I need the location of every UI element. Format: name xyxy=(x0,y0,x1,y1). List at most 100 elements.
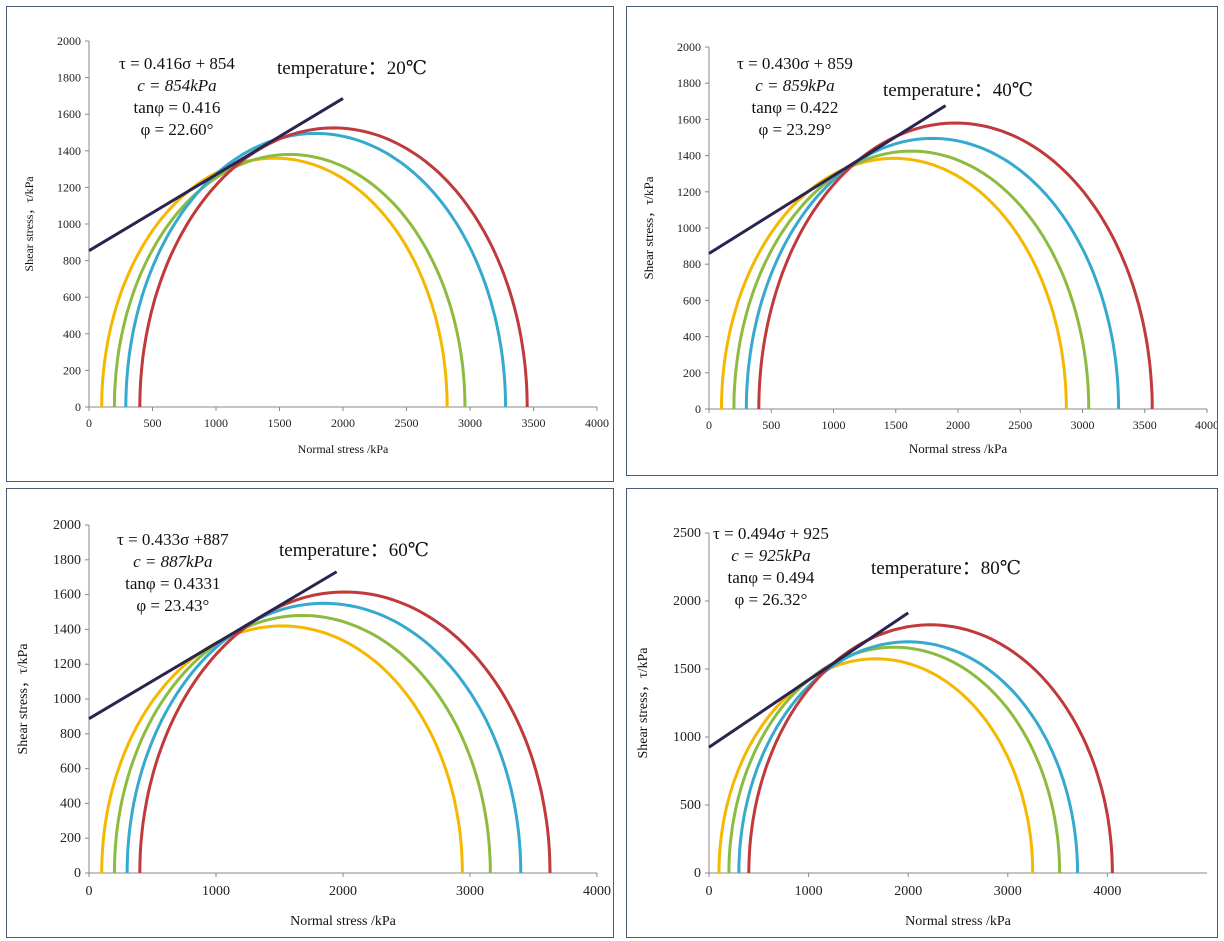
mohr-chart-80c: 0 500 1000 1500 2000 2500 0 1000 2000 3000 4000 Nor… xyxy=(636,526,1207,929)
x-tick-label: 2500 xyxy=(395,416,419,430)
x-tick-label: 2000 xyxy=(329,884,357,899)
equation-block-80c: τ = 0.494σ + 925 c = 925kPa tanφ = 0.494… xyxy=(713,523,829,611)
x-tick-label: 3000 xyxy=(1071,418,1095,432)
phi-line: φ = 23.43° xyxy=(136,596,210,615)
equation-block-40c: τ = 0.430σ + 859 c = 859kPa tanφ = 0.422… xyxy=(737,53,853,141)
cohesion-line: c = 887kPa xyxy=(133,552,213,571)
y-tick-label: 1800 xyxy=(53,553,81,568)
y-tick-label: 600 xyxy=(683,293,701,307)
mohr-circle xyxy=(100,624,464,874)
x-tick-label: 3000 xyxy=(456,884,484,899)
y-tick-label: 1800 xyxy=(677,76,701,90)
equation-line: τ = 0.416σ + 854 xyxy=(119,54,235,73)
y-tick-label: 400 xyxy=(63,327,81,341)
x-tick-label: 3500 xyxy=(1133,418,1157,432)
y-tick-label: 1200 xyxy=(57,180,81,194)
temperature-label-40c: temperature：40℃ xyxy=(883,80,1033,101)
x-axis-label: Normal stress /kPa xyxy=(905,914,1012,929)
failure-envelope-line xyxy=(708,611,910,749)
cohesion-line: c = 859kPa xyxy=(755,76,835,95)
mohr-circle xyxy=(112,153,467,408)
mohr-circle xyxy=(138,126,529,408)
y-tick-label: 1800 xyxy=(57,71,81,85)
mohr-circle xyxy=(125,601,523,874)
x-tick-label: 4000 xyxy=(585,416,609,430)
x-tick-label: 3000 xyxy=(994,884,1022,899)
mohr-circle xyxy=(124,131,508,408)
x-tick-label: 2000 xyxy=(894,884,922,899)
tan-phi-line: tanφ = 0.4331 xyxy=(125,574,221,593)
y-tick-label: 800 xyxy=(60,727,81,742)
y-tick-label: 2000 xyxy=(673,594,701,609)
y-tick-label: 800 xyxy=(683,257,701,271)
tan-phi-line: tanφ = 0.422 xyxy=(751,98,839,117)
x-tick-label: 1000 xyxy=(202,884,230,899)
x-tick-label: 500 xyxy=(762,418,780,432)
failure-envelope-line xyxy=(708,104,947,255)
cohesion-line: c = 925kPa xyxy=(731,546,811,565)
x-tick-label: 4000 xyxy=(1195,418,1218,432)
y-axis-label: Shear stress，τ/kPa xyxy=(636,647,651,759)
mohr-circle xyxy=(717,657,1035,874)
x-tick-label: 1500 xyxy=(884,418,908,432)
x-tick-label: 4000 xyxy=(1093,884,1121,899)
x-tick-label: 1000 xyxy=(822,418,846,432)
chart-panel-40c: 0 200 400 600 800 1000 1200 1400 1600 1800 2000 0 50… xyxy=(626,6,1218,476)
x-tick-label: 1000 xyxy=(795,884,823,899)
x-axis-label: Normal stress /kPa xyxy=(290,914,397,929)
y-tick-label: 0 xyxy=(74,866,81,881)
phi-line: φ = 22.60° xyxy=(140,120,214,139)
equation-block-60c: τ = 0.433σ +887 c = 887kPa tanφ = 0.4331… xyxy=(117,529,229,617)
y-tick-label: 2000 xyxy=(53,518,81,533)
chart-panel-60c: 0 200 400 600 800 1000 1200 1400 1600 1800 2000 0 10… xyxy=(6,488,614,938)
y-axis-label: Shear stress，τ/kPa xyxy=(22,176,36,272)
mohr-circle xyxy=(732,149,1091,410)
y-tick-label: 1600 xyxy=(53,588,81,603)
x-tick-label: 2000 xyxy=(331,416,355,430)
mohr-circle xyxy=(720,156,1068,409)
equation-line: τ = 0.430σ + 859 xyxy=(737,54,853,73)
y-tick-label: 400 xyxy=(60,796,81,811)
y-tick-label: 2000 xyxy=(57,34,81,48)
temperature-label-60c: temperature：60℃ xyxy=(279,540,429,561)
y-tick-label: 800 xyxy=(63,254,81,268)
y-tick-label: 0 xyxy=(694,866,701,881)
mohr-chart-60c: 0 200 400 600 800 1000 1200 1400 1600 1800 2000 0 10… xyxy=(16,518,611,929)
y-tick-label: 1200 xyxy=(53,657,81,672)
y-tick-label: 1000 xyxy=(673,730,701,745)
temperature-label-80c: temperature：80℃ xyxy=(871,558,1021,579)
x-tick-label: 0 xyxy=(86,884,93,899)
x-tick-label: 1500 xyxy=(268,416,292,430)
y-tick-label: 2500 xyxy=(673,526,701,541)
temperature-label-20c: temperature：20℃ xyxy=(277,58,427,79)
mohr-chart-20c: 0 200 400 600 800 1000 1200 1400 1600 1800 2000 0 50… xyxy=(22,34,609,456)
y-tick-label: 200 xyxy=(63,363,81,377)
tan-phi-line: tanφ = 0.416 xyxy=(133,98,221,117)
y-tick-label: 200 xyxy=(60,831,81,846)
mohr-circle xyxy=(100,156,449,408)
y-axis-label: Shear stress，τ/kPa xyxy=(641,176,656,279)
x-tick-label: 3000 xyxy=(458,416,482,430)
x-axis-label: Normal stress /kPa xyxy=(298,442,389,456)
x-tick-label: 0 xyxy=(706,884,713,899)
x-tick-label: 0 xyxy=(706,418,712,432)
chart-panel-20c: 0 200 400 600 800 1000 1200 1400 1600 1800 2000 0 50… xyxy=(6,6,614,482)
y-tick-label: 1000 xyxy=(53,692,81,707)
x-axis-label: Normal stress /kPa xyxy=(909,441,1007,456)
mohr-circle xyxy=(138,590,552,874)
y-tick-label: 1600 xyxy=(57,107,81,121)
mohr-circle xyxy=(747,623,1114,874)
phi-line: φ = 23.29° xyxy=(758,120,832,139)
y-tick-label: 600 xyxy=(63,290,81,304)
equation-line: τ = 0.433σ +887 xyxy=(117,530,229,549)
x-tick-label: 3500 xyxy=(522,416,546,430)
y-tick-label: 0 xyxy=(695,402,701,416)
y-tick-label: 1000 xyxy=(57,217,81,231)
failure-envelope-line xyxy=(88,97,344,253)
y-tick-label: 1600 xyxy=(677,112,701,126)
y-tick-label: 600 xyxy=(60,762,81,777)
mohr-circle xyxy=(112,613,492,874)
y-tick-label: 500 xyxy=(680,798,701,813)
x-tick-label: 0 xyxy=(86,416,92,430)
chart-panel-80c: 0 500 1000 1500 2000 2500 0 1000 2000 3000 4000 Nor… xyxy=(626,488,1218,938)
